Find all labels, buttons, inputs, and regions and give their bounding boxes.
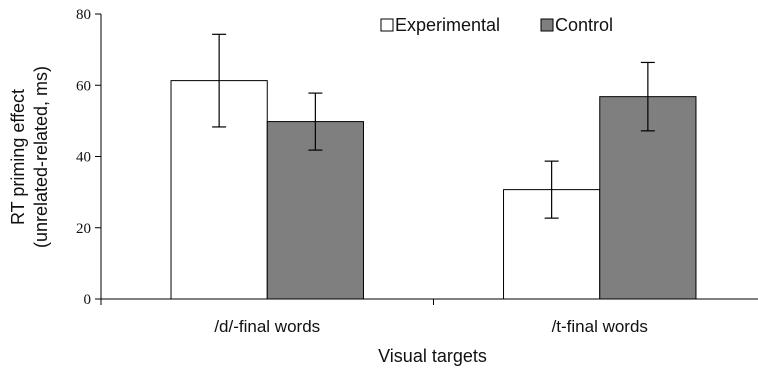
y-tick-label: 60 — [76, 78, 91, 94]
bar-control — [266, 121, 364, 300]
y-tick-label: 20 — [76, 221, 91, 237]
y-tick-label: 0 — [84, 292, 92, 308]
x-axis-title: Visual targets — [378, 346, 487, 366]
y-tick-label: 40 — [76, 150, 91, 166]
x-axis: /d/-final words/t-final words — [100, 298, 758, 336]
y-axis-title-line: RT priming effect — [8, 89, 28, 225]
legend-label: Experimental — [395, 15, 500, 35]
legend-label: Control — [555, 15, 613, 35]
y-axis: 0 20 40 60 80 — [76, 7, 102, 308]
y-axis-title-line: (unrelated-related, ms) — [31, 66, 51, 248]
y-tick-label: 80 — [76, 7, 91, 23]
y-axis-title: RT priming effect (unrelated-related, ms) — [8, 66, 51, 248]
x-tick-label: /d/-final words — [214, 317, 320, 336]
legend-swatch — [540, 18, 554, 32]
legend-swatch — [380, 18, 394, 32]
bar-series-group — [170, 80, 697, 300]
legend: Experimental Control — [380, 15, 613, 35]
error-bar-group — [212, 33, 655, 219]
x-tick-label: /t-final words — [552, 317, 648, 336]
